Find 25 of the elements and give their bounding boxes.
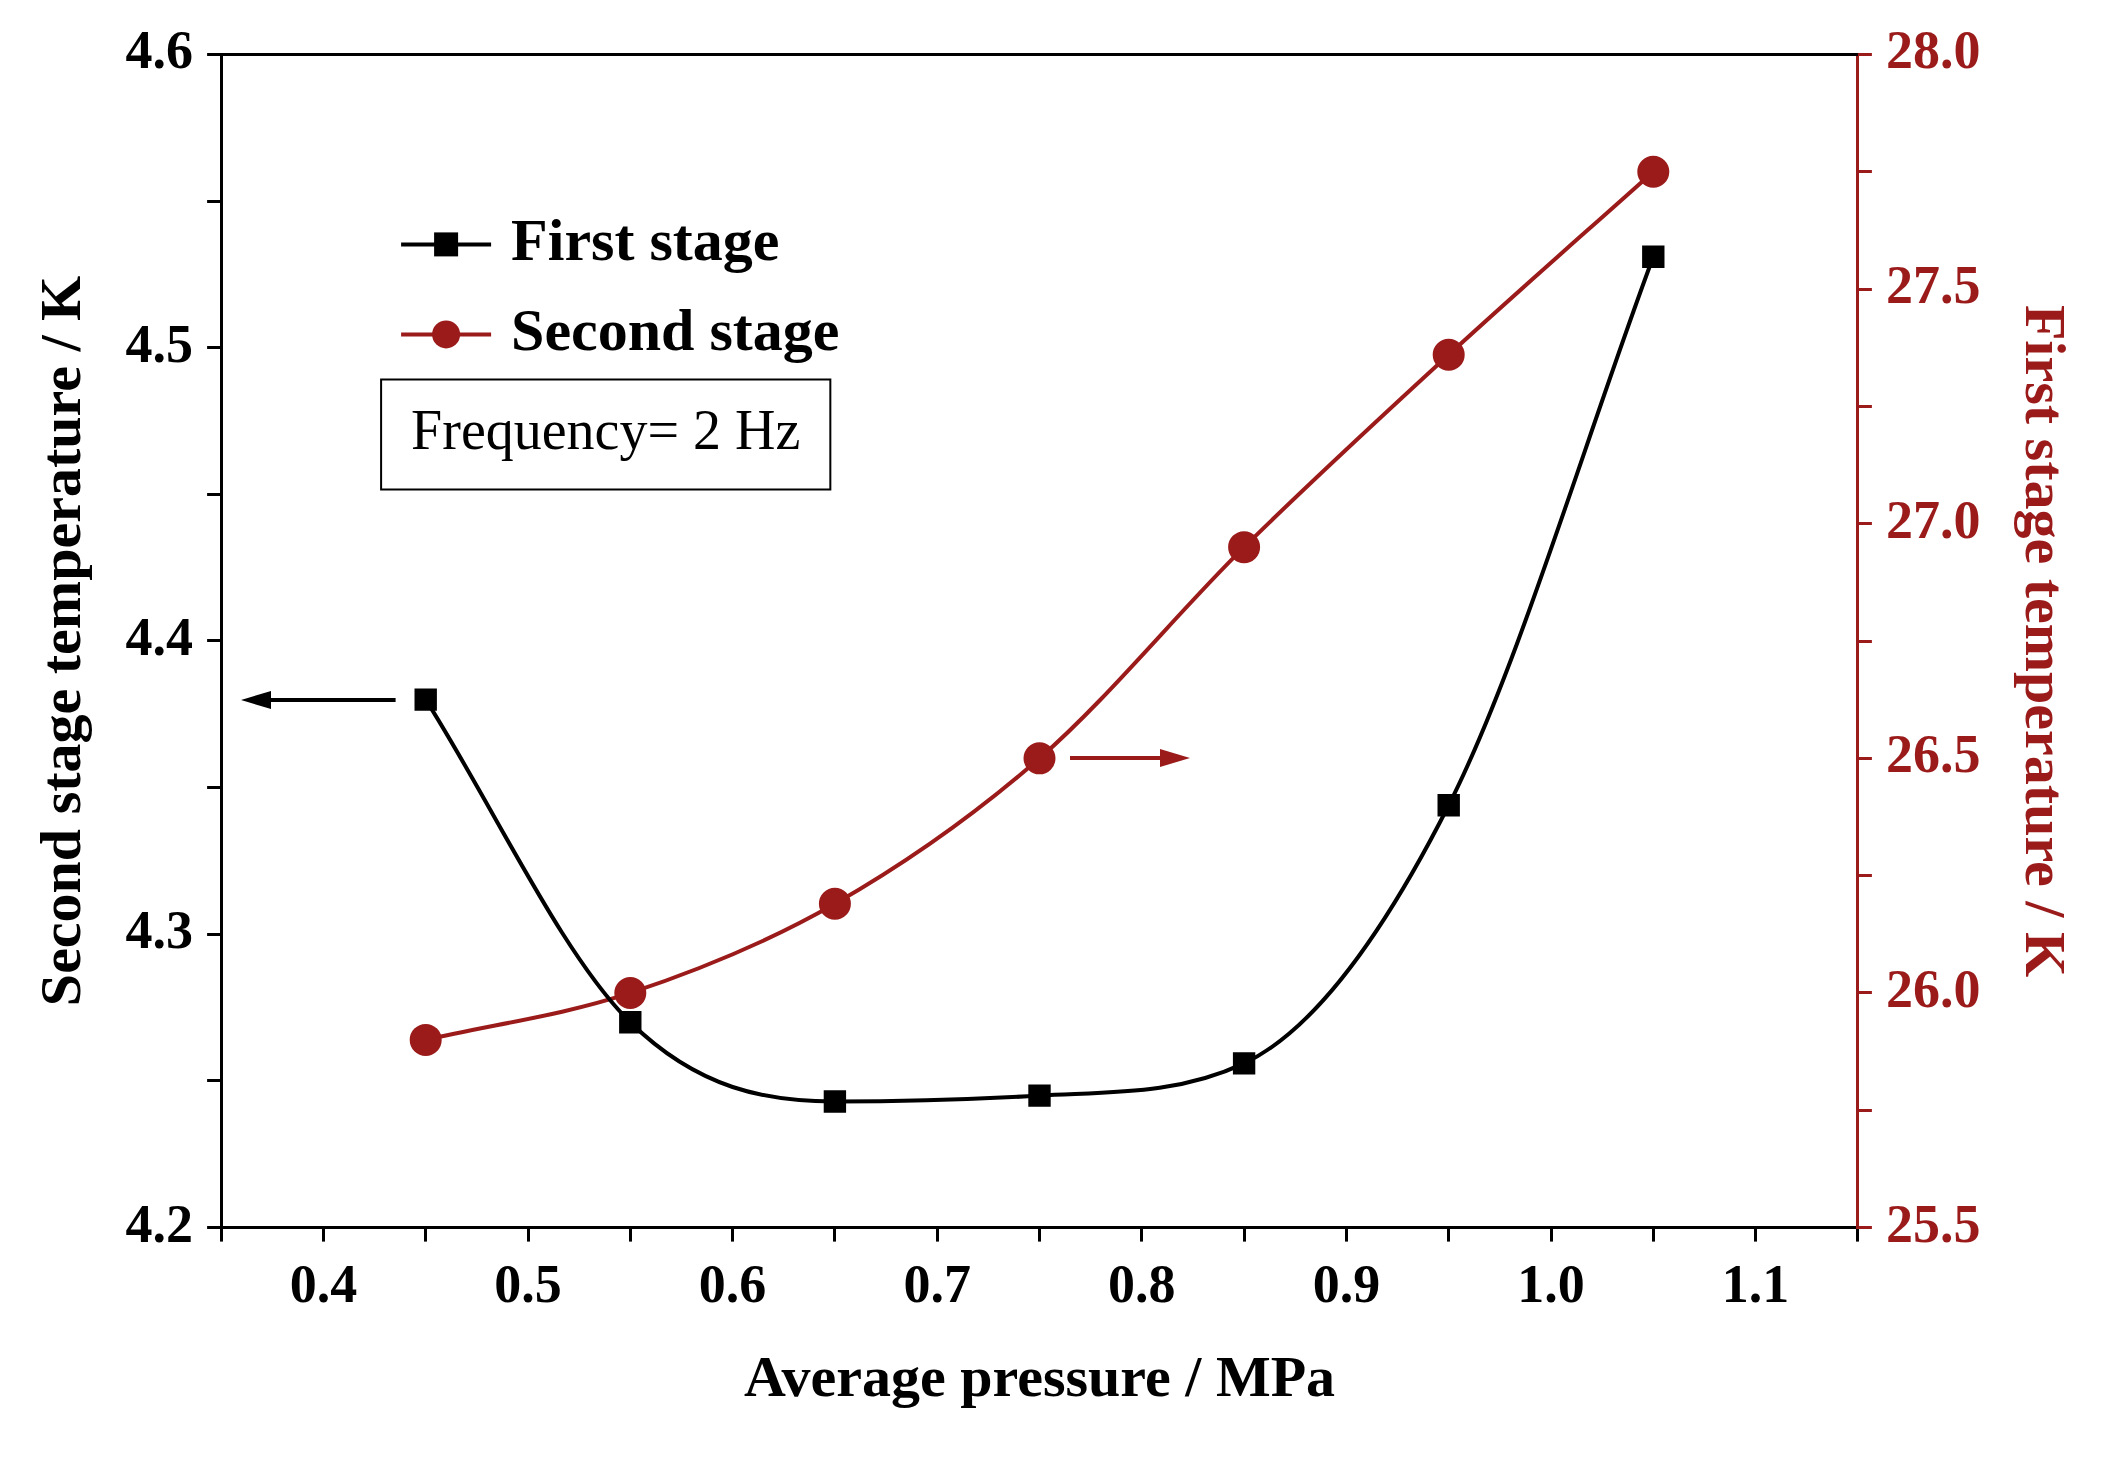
y-axis-title: Second stage temperature / K — [27, 275, 93, 1007]
legend-label: Second stage — [511, 296, 840, 363]
y2-tick-label: 26.5 — [1885, 724, 1981, 785]
x-tick-label: 1.1 — [1721, 1253, 1790, 1314]
x-tick-label: 0.6 — [698, 1253, 767, 1314]
y-tick-label: 4.4 — [125, 606, 194, 667]
x-tick-label: 0.4 — [289, 1253, 358, 1314]
x-tick-label: 0.7 — [903, 1253, 971, 1314]
y-tick-label: 4.6 — [125, 20, 194, 81]
y2-axis-title: First stage temperature / K — [2013, 304, 2079, 978]
annotation: Frequency= 2 Hz — [411, 399, 801, 462]
y-tick-label: 4.3 — [125, 900, 194, 961]
y-tick-label: 4.2 — [125, 1193, 194, 1254]
y2-tick-label: 27.0 — [1885, 489, 1981, 550]
x-tick-label: 0.9 — [1312, 1253, 1381, 1314]
y2-tick-label: 25.5 — [1885, 1193, 1981, 1254]
x-tick-label: 1.0 — [1517, 1253, 1585, 1314]
x-tick-label: 0.5 — [494, 1253, 562, 1314]
y2-tick-label: 27.5 — [1885, 254, 1981, 315]
legend-label: First stage — [511, 206, 780, 273]
x-tick-label: 0.8 — [1108, 1253, 1176, 1314]
x-axis-title: Average pressure / MPa — [743, 1344, 1336, 1410]
y2-tick-label: 26.0 — [1885, 958, 1981, 1019]
y-tick-label: 4.5 — [125, 313, 194, 374]
y2-tick-label: 28.0 — [1885, 20, 1981, 81]
